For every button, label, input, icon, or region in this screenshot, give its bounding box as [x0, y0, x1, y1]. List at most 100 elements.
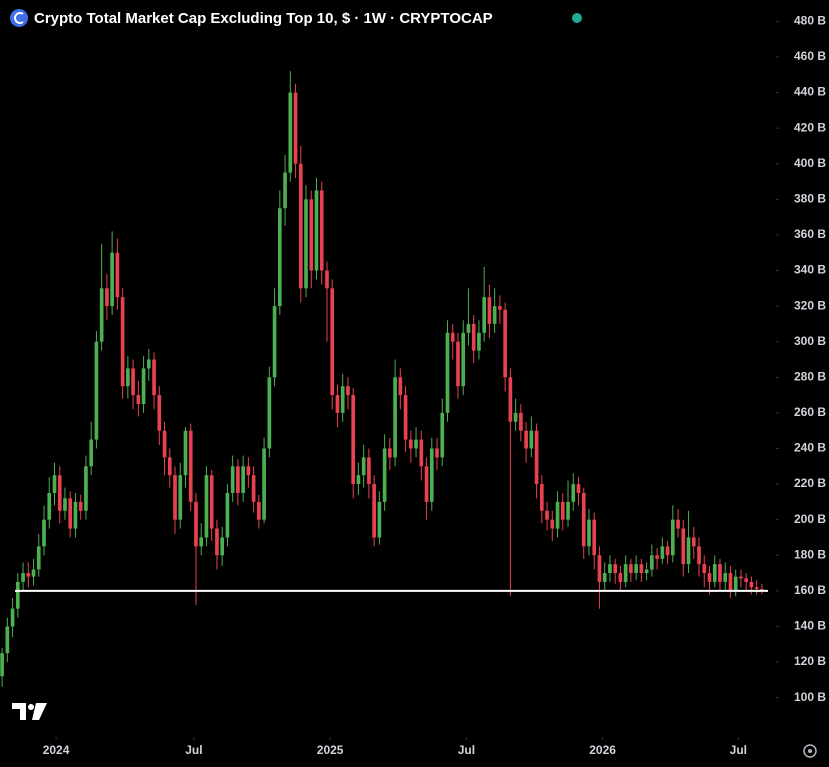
candle-body: [26, 573, 31, 577]
candle-body: [534, 430, 539, 485]
y-tick-label: 220 B: [794, 476, 826, 490]
candle-body: [639, 564, 644, 574]
candle-body: [162, 430, 167, 458]
candle-body: [15, 581, 20, 609]
candle-body: [513, 412, 518, 422]
candle-body: [340, 386, 345, 413]
y-tick-label: 260 B: [794, 405, 826, 419]
candle-body: [0, 653, 4, 677]
candle-body: [204, 475, 209, 538]
tv-logo: [12, 703, 47, 720]
candle-body: [230, 466, 235, 493]
y-tick-label: 360 B: [794, 227, 826, 241]
candle-body: [623, 564, 628, 582]
x-tick-label: 2024: [43, 743, 70, 757]
candle-body: [257, 501, 261, 520]
x-tick-label: Jul: [185, 743, 202, 757]
candle-body: [220, 537, 225, 556]
candle-body: [110, 252, 114, 307]
candle-body: [157, 395, 162, 431]
candle-body: [183, 430, 188, 476]
candle-body: [576, 484, 581, 493]
candle-body: [440, 412, 445, 458]
candle-body: [498, 306, 502, 310]
candle-body: [241, 466, 245, 493]
candle-body: [749, 581, 754, 588]
y-tick-label: 140 B: [794, 619, 826, 633]
candle-body: [461, 332, 466, 387]
candle-body: [178, 475, 183, 520]
candle-body: [728, 573, 733, 591]
candle-body: [550, 519, 555, 529]
candle-body: [508, 377, 513, 422]
candle-body: [587, 519, 591, 547]
candle-body: [429, 448, 434, 502]
candle-body: [456, 341, 460, 387]
candle-body: [581, 492, 586, 547]
y-tick-label: 460 B: [794, 49, 826, 63]
candle-body: [691, 537, 696, 547]
logo-part: [12, 703, 26, 720]
settings-icon[interactable]: [803, 744, 817, 758]
candle-body: [152, 359, 156, 396]
candle-body: [94, 341, 99, 440]
y-tick-label: 200 B: [794, 512, 826, 526]
candle-body: [57, 475, 62, 511]
candle-body: [482, 297, 487, 333]
candle-body: [681, 528, 686, 565]
candle-body: [173, 475, 177, 520]
candle-body: [477, 332, 481, 351]
candle-body: [419, 439, 424, 467]
candle-body: [733, 576, 738, 591]
candle-body: [529, 430, 534, 449]
candle-body: [377, 501, 382, 538]
candle-body: [361, 457, 366, 476]
candle-body: [267, 377, 272, 449]
candle-body: [31, 569, 36, 577]
y-tick-label: 320 B: [794, 298, 826, 312]
logo-part: [28, 704, 34, 710]
candle-body: [120, 297, 125, 387]
candle-body: [471, 323, 476, 351]
candle-body: [52, 475, 57, 493]
candle-body: [293, 92, 298, 164]
candle-body: [251, 475, 256, 502]
candle-body: [382, 448, 387, 502]
candle-body: [655, 555, 659, 559]
candle-body: [367, 457, 371, 485]
candle-body: [629, 564, 633, 574]
candle-body: [718, 564, 722, 582]
candle-body: [42, 519, 46, 547]
candle-body: [388, 448, 392, 458]
candle-body: [84, 466, 88, 511]
y-tick-label: 240 B: [794, 441, 826, 455]
candle-body: [309, 199, 314, 271]
x-tick-label: Jul: [730, 743, 747, 757]
candle-body: [545, 510, 549, 520]
candle-body: [194, 501, 198, 547]
candle-body: [618, 573, 623, 582]
candle-body: [225, 492, 230, 538]
candle-body: [115, 252, 120, 298]
candle-body: [597, 555, 602, 582]
candle-body: [272, 306, 277, 378]
candle-body: [236, 466, 240, 493]
x-tick-label: Jul: [458, 743, 475, 757]
candle-body: [351, 395, 356, 485]
candle-body: [277, 208, 282, 307]
candle-body: [519, 412, 523, 431]
chart-title: Crypto Total Market Cap Excluding Top 10…: [34, 10, 493, 27]
candle-body: [105, 288, 109, 307]
y-tick-label: 100 B: [794, 690, 826, 704]
candle-body: [73, 501, 78, 529]
candle-body: [36, 546, 41, 570]
y-tick-label: 420 B: [794, 120, 826, 134]
candle-body: [89, 439, 94, 467]
candle-body: [712, 564, 717, 582]
candle-body: [613, 564, 618, 574]
candle-body: [403, 395, 408, 440]
candle-body: [539, 484, 544, 511]
x-tick-label: 2025: [317, 743, 344, 757]
candle-body: [450, 332, 455, 342]
y-tick-label: 480 B: [794, 14, 826, 28]
